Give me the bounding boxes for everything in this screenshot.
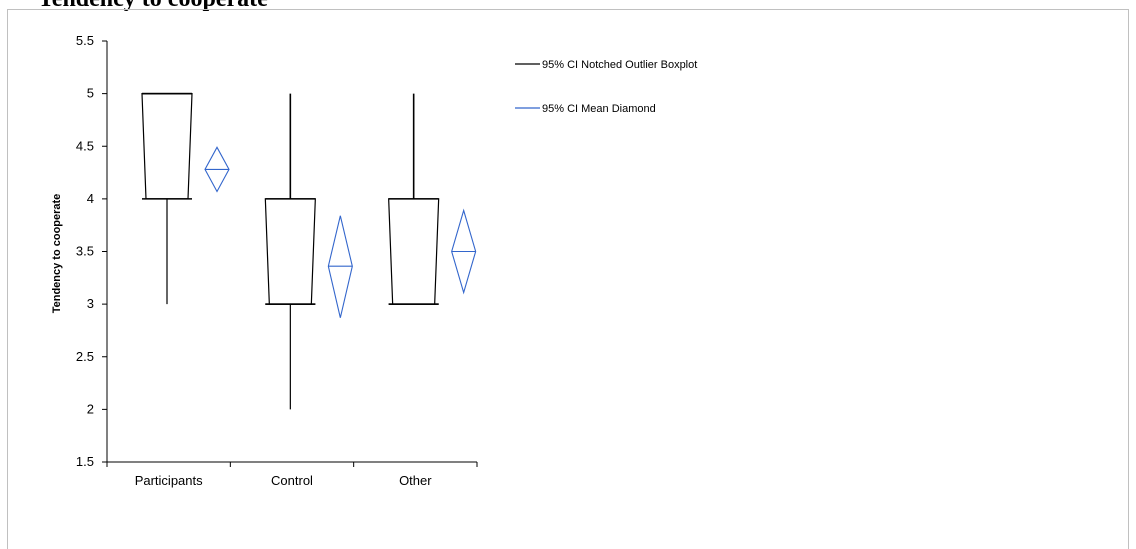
y-tick-label: 3.5	[76, 244, 94, 259]
mean-diamond	[451, 208, 477, 295]
y-tick-label: 2.5	[76, 349, 94, 364]
y-tick-label: 5	[87, 86, 94, 101]
mean-diamond	[204, 146, 230, 193]
x-tick-label: Other	[399, 473, 432, 488]
boxplot-box	[388, 198, 440, 305]
boxplot-chart: 1.5 2 2.5 3 3.5 4 4.5 5 5.5 Participants Control Ot…	[51, 33, 697, 488]
chart-frame	[7, 9, 1129, 549]
x-tick-label: Control	[271, 473, 313, 488]
boxplot-box	[141, 93, 193, 200]
y-tick-label: 1.5	[76, 454, 94, 469]
y-tick-label: 4	[87, 191, 94, 206]
x-tick-label: Participants	[135, 473, 203, 488]
mean-diamond	[327, 215, 353, 318]
y-tick-label: 3	[87, 296, 94, 311]
y-axis-title: Tendency to cooperate	[51, 194, 63, 314]
legend-label: 95% CI Mean Diamond	[542, 103, 656, 115]
boxplot-box	[264, 198, 316, 305]
y-tick-label: 4.5	[76, 138, 94, 153]
y-tick-label: 2	[87, 401, 94, 416]
y-tick-label: 5.5	[76, 33, 94, 48]
legend-label: 95% CI Notched Outlier Boxplot	[542, 59, 697, 71]
